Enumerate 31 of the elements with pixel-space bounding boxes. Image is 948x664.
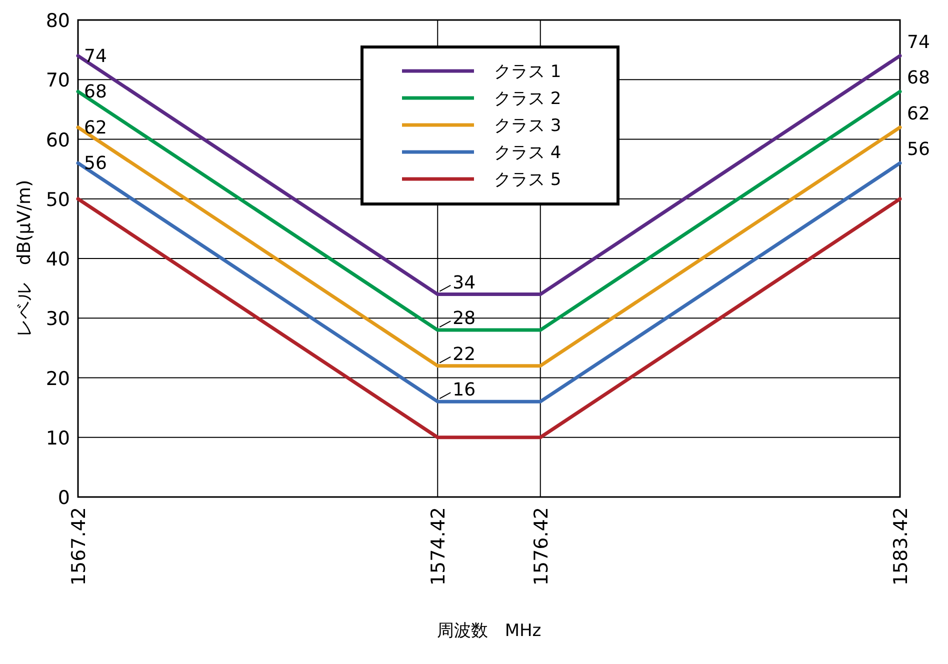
legend-label: クラス 4 <box>494 143 562 163</box>
data-label: 16 <box>452 380 476 401</box>
y-axis-title: レベル dB(μV/m) <box>14 180 35 338</box>
y-tick-label: 0 <box>58 487 70 509</box>
data-label: 74 <box>907 32 930 53</box>
legend-label: クラス 3 <box>494 116 562 136</box>
legend-label: クラス 1 <box>494 62 562 82</box>
data-label: 74 <box>84 46 107 67</box>
data-label: 62 <box>84 117 107 138</box>
x-tick-label: 1583.42 <box>890 507 912 586</box>
y-tick-label: 60 <box>46 129 70 152</box>
y-tick-label: 10 <box>46 427 70 450</box>
y-tick-label: 80 <box>46 10 70 32</box>
y-tick-label: 30 <box>46 308 70 330</box>
x-tick-label: 1574.42 <box>428 507 450 586</box>
data-label: 22 <box>452 344 476 365</box>
data-label: 62 <box>907 103 930 124</box>
data-label: 56 <box>907 139 930 160</box>
y-tick-label: 70 <box>46 70 70 92</box>
data-label: 34 <box>452 272 476 294</box>
data-label: 56 <box>84 153 107 174</box>
x-tick-label: 1576.42 <box>530 507 552 586</box>
y-tick-label: 40 <box>46 248 70 270</box>
y-tick-label: 20 <box>46 368 70 390</box>
data-label: 68 <box>907 68 930 89</box>
legend-label: クラス 5 <box>494 170 562 190</box>
x-tick-label: 1567.42 <box>68 507 90 586</box>
x-axis-title: 周波数 MHz <box>436 621 542 641</box>
legend-label: クラス 2 <box>494 89 562 109</box>
y-tick-label: 50 <box>46 188 70 211</box>
data-label: 68 <box>84 82 107 103</box>
